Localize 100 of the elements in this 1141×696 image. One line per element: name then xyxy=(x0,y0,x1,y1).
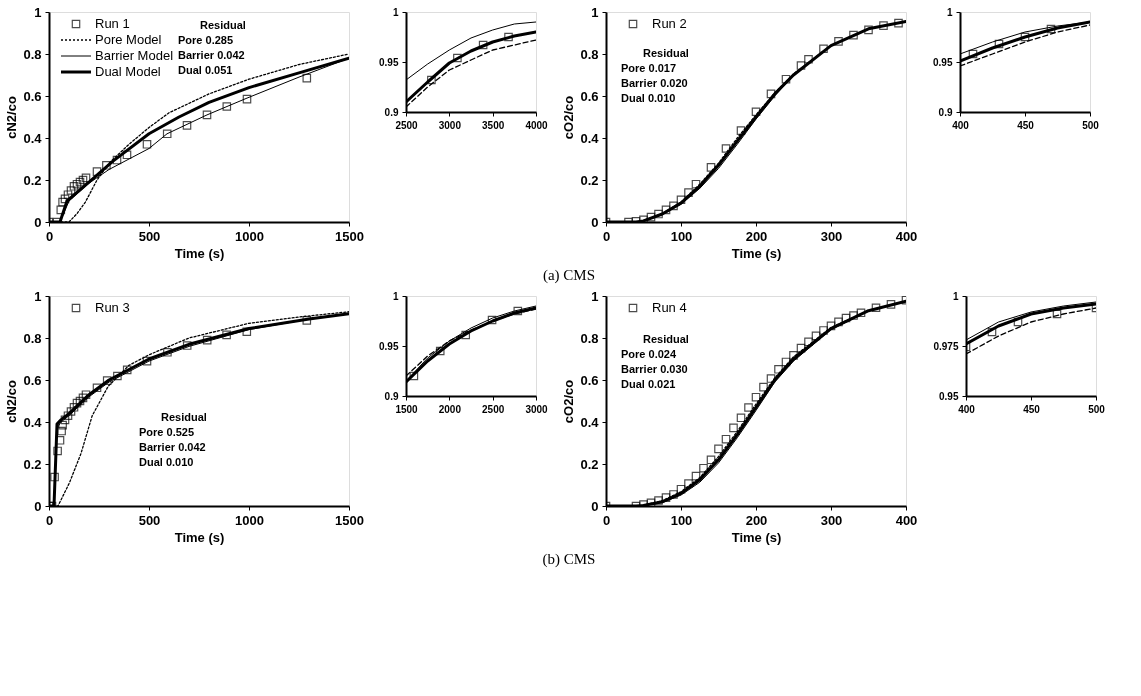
x-tick-label: 500 xyxy=(138,228,161,244)
x-tick-label: 450 xyxy=(1017,119,1035,131)
y-tick-label: 1 xyxy=(946,6,953,18)
x-tick-label: 500 xyxy=(1082,119,1100,131)
legend-label: Run 1 xyxy=(95,16,130,31)
text: (b) CMS xyxy=(542,551,596,568)
y-axis-title: cO2/co xyxy=(561,95,577,140)
x-tick-label: 200 xyxy=(745,228,768,244)
x-tick-label: 2500 xyxy=(395,119,419,131)
annotation: Pore 0.024 xyxy=(621,347,677,360)
legend-label: Dual Model xyxy=(95,64,161,79)
legend-label: Run 2 xyxy=(652,16,687,31)
y-tick-label: 0.95 xyxy=(379,340,399,352)
x-axis-title: Time (s) xyxy=(174,245,225,261)
x-tick-label: 450 xyxy=(1023,403,1041,415)
x-tick-label: 2000 xyxy=(438,403,462,415)
annotation: Dual 0.021 xyxy=(621,377,676,390)
y-tick-label: 0.2 xyxy=(23,172,42,188)
y-tick-label: 0.4 xyxy=(23,130,43,146)
annotation: Residual xyxy=(643,332,689,345)
annotation: Barrier 0.042 xyxy=(178,49,245,62)
y-tick-label: 0.8 xyxy=(580,46,599,62)
y-tick-label: 0.2 xyxy=(580,456,599,472)
y-tick-label: 0.9 xyxy=(938,106,953,118)
x-tick-label: 1500 xyxy=(395,403,419,415)
x-axis-title: Time (s) xyxy=(731,245,782,261)
y-tick-label: 0.4 xyxy=(23,414,43,430)
x-axis-title: Time (s) xyxy=(174,529,225,545)
y-tick-label: 0.8 xyxy=(23,330,42,346)
y-tick-label: 0.6 xyxy=(23,372,42,388)
y-tick-label: 0 xyxy=(591,214,599,230)
x-tick-label: 400 xyxy=(895,512,918,528)
y-tick-label: 0.8 xyxy=(23,46,42,62)
y-tick-label: 1 xyxy=(392,6,399,18)
y-axis-title: cO2/co xyxy=(561,379,577,424)
y-tick-label: 0.4 xyxy=(580,130,600,146)
x-tick-label: 100 xyxy=(670,228,693,244)
y-tick-label: 0.9 xyxy=(384,106,399,118)
y-tick-label: 0.2 xyxy=(23,456,42,472)
y-tick-label: 0.9 xyxy=(384,390,399,402)
annotation: Dual 0.010 xyxy=(621,91,676,104)
annotation: Pore 0.285 xyxy=(178,34,234,47)
annotation: Residual xyxy=(643,46,689,59)
y-axis-title: cN2/co xyxy=(4,96,20,139)
y-tick-label: 0 xyxy=(34,214,42,230)
y-tick-label: 0.975 xyxy=(933,340,959,352)
y-tick-label: 1 xyxy=(591,4,599,20)
x-tick-label: 500 xyxy=(138,512,161,528)
y-tick-label: 1 xyxy=(392,290,399,302)
y-tick-label: 1 xyxy=(952,290,959,302)
y-tick-label: 0 xyxy=(34,498,42,514)
x-tick-label: 1000 xyxy=(235,512,264,528)
y-tick-label: 0.95 xyxy=(379,56,399,68)
y-tick-label: 0.6 xyxy=(580,372,599,388)
x-tick-label: 500 xyxy=(1088,403,1106,415)
x-tick-label: 0 xyxy=(602,228,611,244)
x-tick-label: 2500 xyxy=(482,403,505,415)
y-tick-label: 0.2 xyxy=(580,172,599,188)
x-tick-label: 400 xyxy=(895,228,918,244)
annotation: Residual xyxy=(161,410,207,423)
annotation: Residual xyxy=(200,19,246,32)
y-tick-label: 0.8 xyxy=(580,330,599,346)
y-tick-label: 0.6 xyxy=(23,88,42,104)
x-axis-title: Time (s) xyxy=(731,529,782,545)
x-tick-label: 1500 xyxy=(335,512,364,528)
annotation: Dual 0.051 xyxy=(178,64,233,77)
x-tick-label: 0 xyxy=(45,512,54,528)
x-tick-label: 300 xyxy=(820,512,843,528)
x-tick-label: 0 xyxy=(602,512,611,528)
x-tick-label: 300 xyxy=(820,228,843,244)
y-tick-label: 0.95 xyxy=(933,56,953,68)
x-tick-label: 100 xyxy=(670,512,693,528)
y-tick-label: 0.6 xyxy=(580,88,599,104)
y-tick-label: 0 xyxy=(591,498,599,514)
legend-label: Pore Model xyxy=(95,32,162,47)
y-tick-label: 1 xyxy=(34,288,42,304)
annotation: Barrier 0.030 xyxy=(621,362,688,375)
x-tick-label: 1000 xyxy=(235,228,264,244)
text: (a) CMS xyxy=(542,267,596,284)
legend-label: Run 3 xyxy=(95,300,130,315)
y-axis-title: cN2/co xyxy=(4,380,20,423)
y-tick-label: 1 xyxy=(34,4,42,20)
x-tick-label: 400 xyxy=(952,119,970,131)
legend-label: Barrier Model xyxy=(95,48,174,63)
y-tick-label: 0.4 xyxy=(580,414,600,430)
y-tick-label: 0.95 xyxy=(939,390,959,402)
x-tick-label: 3000 xyxy=(438,119,462,131)
x-tick-label: 0 xyxy=(45,228,54,244)
x-tick-label: 1500 xyxy=(335,228,364,244)
x-tick-label: 4000 xyxy=(525,119,549,131)
x-tick-label: 200 xyxy=(745,512,768,528)
x-tick-label: 3500 xyxy=(482,119,505,131)
annotation: Pore 0.017 xyxy=(621,61,677,74)
annotation: Pore 0.525 xyxy=(139,425,195,438)
y-tick-label: 1 xyxy=(591,288,599,304)
annotation: Dual 0.010 xyxy=(139,455,194,468)
annotation: Barrier 0.042 xyxy=(139,440,206,453)
x-tick-label: 400 xyxy=(958,403,976,415)
legend-label: Run 4 xyxy=(652,300,687,315)
annotation: Barrier 0.020 xyxy=(621,76,688,89)
